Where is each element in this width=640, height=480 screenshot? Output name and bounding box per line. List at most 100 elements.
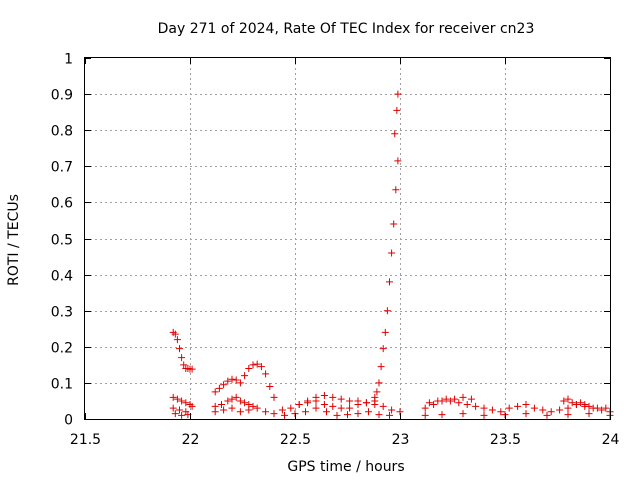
data-point	[262, 370, 270, 378]
data-point	[394, 157, 402, 165]
x-tick-label: 23.5	[490, 432, 521, 448]
data-point	[253, 360, 261, 368]
y-tick-label: 0.6	[51, 196, 73, 212]
data-point	[375, 379, 383, 387]
data-point	[323, 408, 330, 416]
y-tick-label: 0.9	[51, 88, 73, 104]
data-point	[564, 395, 572, 403]
y-tick-label: 0.3	[51, 305, 73, 321]
marks-layer	[169, 90, 614, 419]
data-point	[245, 406, 253, 414]
data-point	[480, 411, 488, 419]
data-point	[446, 397, 454, 405]
grid-layer	[85, 58, 610, 419]
data-point	[593, 404, 601, 412]
data-point	[281, 411, 288, 419]
data-point	[270, 393, 278, 401]
data-point	[577, 399, 585, 407]
data-point	[522, 410, 530, 418]
data-point	[228, 375, 236, 383]
y-tick-label: 0.8	[51, 124, 73, 140]
data-point	[176, 345, 183, 353]
y-tick-label: 0.4	[51, 269, 73, 285]
data-point	[169, 393, 177, 401]
data-point	[224, 377, 232, 385]
data-point	[329, 393, 337, 401]
x-tick-label: 22.5	[280, 432, 311, 448]
data-point	[232, 376, 240, 384]
data-point	[430, 401, 438, 409]
data-point	[320, 392, 328, 400]
data-point	[180, 361, 188, 369]
data-point	[602, 404, 610, 412]
data-point	[377, 363, 385, 371]
data-point	[232, 393, 240, 401]
data-point	[425, 399, 433, 407]
data-point	[505, 404, 513, 412]
data-point	[249, 402, 257, 410]
y-tick-label: 0.5	[51, 233, 73, 249]
data-point	[228, 404, 236, 412]
data-point	[245, 364, 253, 372]
data-point	[442, 395, 450, 403]
data-point	[598, 406, 606, 414]
data-point	[421, 404, 429, 412]
y-tick-label: 1	[64, 52, 73, 68]
data-point	[228, 395, 236, 403]
data-point	[522, 401, 530, 409]
data-point	[211, 388, 219, 396]
y-tick-label: 0.7	[51, 160, 73, 176]
data-point	[394, 90, 402, 98]
data-point	[379, 345, 387, 353]
data-point	[337, 395, 345, 403]
y-axis-label: ROTI / TECUs	[6, 194, 22, 286]
data-point	[568, 399, 576, 407]
data-point	[467, 395, 475, 403]
data-point	[354, 401, 362, 409]
data-point	[295, 401, 303, 409]
data-point	[241, 399, 249, 407]
data-point	[188, 365, 196, 373]
data-point	[472, 402, 480, 410]
data-point	[266, 383, 274, 391]
data-point	[585, 402, 593, 410]
data-point	[581, 401, 589, 409]
data-point	[488, 406, 496, 414]
data-point	[270, 410, 278, 418]
data-point	[178, 411, 186, 419]
data-point	[344, 411, 351, 419]
data-point	[365, 408, 372, 416]
data-point	[320, 401, 328, 409]
data-point	[236, 408, 244, 416]
data-point	[224, 397, 232, 405]
x-tick-label: 21.5	[70, 432, 101, 448]
data-point	[178, 354, 186, 362]
data-point	[236, 397, 244, 405]
data-point	[249, 361, 257, 369]
data-point	[220, 406, 228, 414]
data-point	[434, 397, 442, 405]
data-point	[312, 404, 320, 412]
data-point	[346, 404, 354, 412]
y-tick-label: 0.1	[51, 377, 73, 393]
data-point	[392, 186, 400, 194]
y-tick-label: 0.2	[51, 341, 73, 357]
data-point	[220, 381, 228, 389]
data-point	[215, 384, 223, 392]
data-point	[547, 408, 555, 416]
data-point	[211, 408, 219, 416]
data-point	[178, 397, 186, 405]
data-point	[383, 307, 391, 315]
data-point	[455, 399, 463, 407]
data-point	[173, 336, 181, 344]
data-point	[188, 402, 196, 410]
plot-frame	[84, 57, 611, 420]
data-point	[459, 393, 467, 401]
data-point	[312, 397, 320, 405]
data-point	[373, 388, 381, 396]
data-point	[530, 404, 538, 412]
data-point	[539, 406, 547, 414]
data-point	[346, 397, 354, 405]
data-point	[236, 379, 244, 387]
